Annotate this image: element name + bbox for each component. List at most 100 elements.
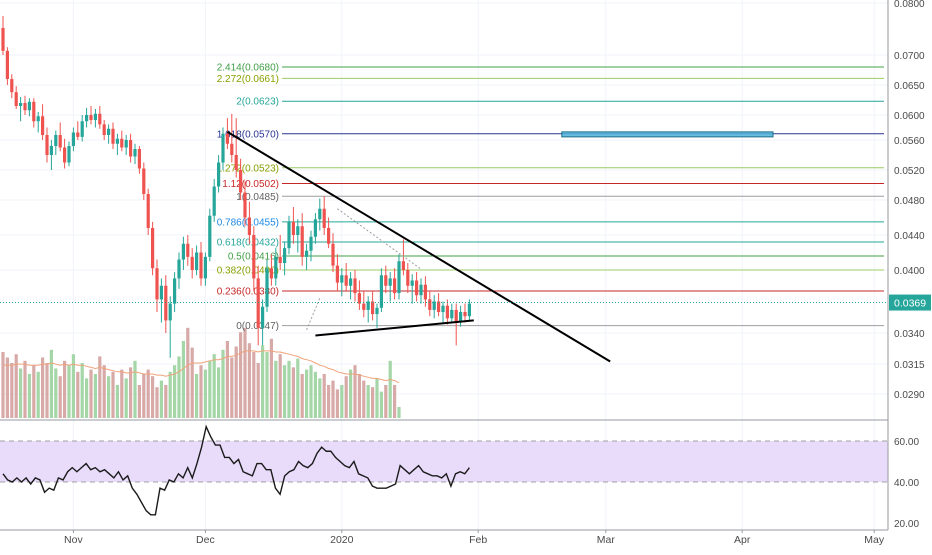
volume-bar <box>137 385 141 418</box>
candle <box>181 236 185 270</box>
candle-body <box>93 113 97 120</box>
candle-body <box>274 256 278 279</box>
volume-bar <box>151 376 155 418</box>
candle-body <box>349 278 353 286</box>
volume-bars <box>1 327 401 418</box>
candle-body <box>41 116 45 135</box>
candle-body <box>432 301 436 310</box>
volume-bar <box>27 374 31 418</box>
candle-body <box>63 147 67 163</box>
volume-bar <box>335 389 339 418</box>
candle-body <box>102 124 106 135</box>
price-tick-label: 0.0315 <box>894 360 925 371</box>
candle <box>305 243 309 270</box>
candle-body <box>23 103 27 111</box>
candle-body <box>32 101 36 122</box>
fib-level[interactable]: 0.382(0.0400) <box>217 266 884 277</box>
candle-body <box>463 312 467 317</box>
fib-level[interactable]: 2.414(0.0680) <box>217 63 884 74</box>
trendline[interactable] <box>315 319 474 337</box>
candle-body <box>410 280 414 286</box>
candle <box>89 106 93 125</box>
price-tick-label: 0.0700 <box>894 51 925 62</box>
candle-body <box>208 215 212 257</box>
candle-body <box>397 261 401 294</box>
candle-body <box>371 301 375 315</box>
fib-level[interactable]: 1.12(0.0502) <box>222 179 884 190</box>
time-tick-label: Apr <box>734 534 751 546</box>
candle <box>247 201 251 244</box>
candle-body <box>327 228 331 244</box>
volume-bar <box>261 345 265 418</box>
volume-bar <box>129 367 133 418</box>
volume-bar <box>318 378 322 418</box>
dotted-guide-line[interactable] <box>306 298 321 331</box>
candle-body <box>269 268 273 279</box>
candle <box>225 118 229 149</box>
candle <box>357 280 361 310</box>
fib-level[interactable]: 0.618(0.0432) <box>217 238 884 249</box>
volume-bar <box>269 338 273 418</box>
fib-label: 1.12(0.0502) <box>222 179 279 190</box>
rsi-tick-label: 60.00 <box>894 437 919 448</box>
candle <box>93 109 97 128</box>
candle <box>5 47 9 85</box>
candle-body <box>441 305 445 312</box>
candle-body <box>173 278 177 304</box>
candle <box>243 181 247 227</box>
candle <box>146 188 150 235</box>
fib-level[interactable]: 2.272(0.0661) <box>217 74 884 85</box>
volume-bar <box>102 365 106 418</box>
candle <box>397 254 401 300</box>
volume-bar <box>54 368 58 418</box>
candle <box>362 291 366 318</box>
last-price-tag <box>889 294 931 311</box>
candle <box>49 140 53 170</box>
candle-body <box>1 27 5 51</box>
candle-body <box>353 278 357 294</box>
trendlines[interactable] <box>226 131 611 363</box>
dotted-guide-line[interactable] <box>337 208 422 270</box>
candle-body <box>401 261 405 270</box>
fib-level[interactable]: 1(0.0485) <box>236 192 884 203</box>
candle <box>133 143 137 164</box>
candle <box>67 141 71 167</box>
candle <box>195 245 199 276</box>
candle-body <box>203 256 207 279</box>
candle <box>327 217 331 249</box>
volume-bar <box>67 365 71 418</box>
candle <box>155 259 159 312</box>
volume-bar <box>111 371 115 418</box>
axes: 0.0800 0.0700 0.0650 0.0600 0.0560 0.0520 0.04… <box>0 0 925 546</box>
price-tick-label: 0.0800 <box>894 0 925 10</box>
candle-body <box>305 250 309 257</box>
rsi-line <box>2 424 470 516</box>
candle <box>115 133 119 155</box>
candle <box>129 133 133 163</box>
volume-bar <box>331 380 335 418</box>
volume-bar <box>10 363 14 418</box>
trendline[interactable] <box>226 131 611 363</box>
volume-bar <box>252 352 256 418</box>
fib-level[interactable]: 2(0.0623) <box>236 97 884 108</box>
volume-bar <box>287 360 291 418</box>
price-tick-label: 0.0400 <box>894 266 925 277</box>
candle-body <box>357 293 361 304</box>
volume-bar <box>63 360 67 418</box>
volume-bar <box>239 332 243 418</box>
candle-body <box>45 135 49 155</box>
volume-bar <box>23 360 27 418</box>
candle-body <box>115 138 119 144</box>
time-tick-label: Mar <box>597 534 616 546</box>
volume-bar <box>146 369 150 418</box>
candle <box>437 293 441 317</box>
candle <box>366 296 370 323</box>
volume-bar <box>208 360 212 418</box>
candle <box>419 278 423 304</box>
target-box[interactable] <box>561 131 774 138</box>
candle-body <box>137 149 141 169</box>
fib-level[interactable]: 1.272(0.0523) <box>217 163 884 174</box>
candle <box>401 239 405 276</box>
target-box-rect[interactable] <box>561 131 774 138</box>
candle-body <box>335 265 339 283</box>
